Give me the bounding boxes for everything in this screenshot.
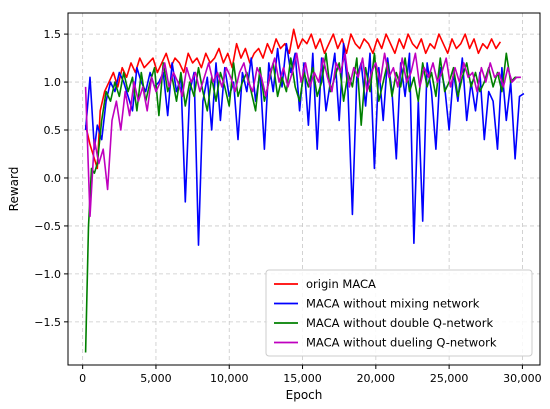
x-tick-label: 25,000 [430, 372, 469, 385]
y-tick-label: −0.5 [34, 220, 61, 233]
x-tick-label: 0 [79, 372, 86, 385]
x-tick-label: 20,000 [357, 372, 396, 385]
x-tick-label: 10,000 [210, 372, 249, 385]
legend-box [265, 269, 533, 357]
x-tick-label: 5,000 [140, 372, 172, 385]
y-tick-label: −1.5 [34, 316, 61, 329]
y-tick-label: 0.5 [44, 124, 62, 137]
y-tick-label: −1.0 [34, 268, 61, 281]
y-axis-label: Reward [7, 167, 21, 212]
legend-label: origin MACA [306, 277, 376, 291]
legend-label: MACA without dueling Q-network [306, 336, 497, 350]
series-line-2 [84, 42, 525, 246]
series-layer [84, 28, 525, 353]
x-axis-label: Epoch [286, 388, 323, 402]
plot-frame [67, 12, 541, 366]
y-tick-label: 0.0 [44, 172, 62, 185]
series-line-1 [84, 28, 502, 170]
ticks: 0 5,000 10,000 15,000 20,000 25,000 30,000 −1.5… [34, 28, 541, 385]
legend-label: MACA without mixing network [306, 297, 480, 311]
legend: origin MACA MACA without mixing network MA… [265, 269, 533, 357]
x-tick-label: 15,000 [283, 372, 322, 385]
series-line-3 [84, 52, 520, 353]
series-line-4 [84, 52, 521, 218]
y-tick-label: 1.0 [44, 76, 62, 89]
x-tick-label: 30,000 [503, 372, 542, 385]
legend-label: MACA without double Q-network [306, 316, 493, 330]
y-tick-label: 1.5 [44, 28, 62, 41]
